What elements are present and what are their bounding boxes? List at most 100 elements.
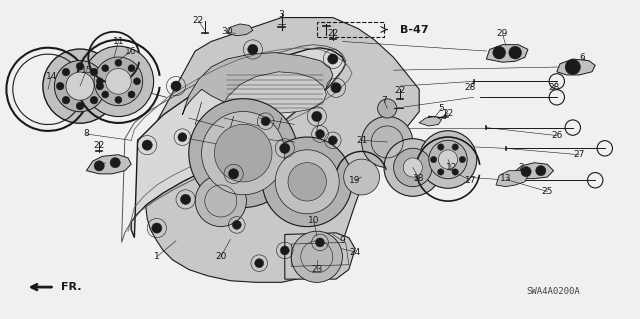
Text: 22: 22	[93, 141, 105, 150]
Ellipse shape	[232, 220, 241, 229]
Ellipse shape	[328, 54, 338, 64]
Ellipse shape	[62, 96, 70, 104]
Text: 18: 18	[413, 174, 425, 183]
Ellipse shape	[438, 150, 458, 169]
Ellipse shape	[384, 139, 442, 196]
Text: 28: 28	[465, 83, 476, 92]
Ellipse shape	[248, 44, 258, 55]
Ellipse shape	[94, 161, 104, 171]
Ellipse shape	[493, 46, 506, 59]
Polygon shape	[419, 116, 442, 126]
Text: 6: 6	[580, 53, 585, 62]
Ellipse shape	[142, 140, 152, 150]
Polygon shape	[512, 163, 554, 179]
Text: 8: 8	[84, 130, 89, 138]
Ellipse shape	[378, 99, 397, 118]
Ellipse shape	[178, 133, 187, 142]
Ellipse shape	[438, 169, 444, 175]
Text: 5: 5	[439, 104, 444, 113]
Polygon shape	[486, 45, 528, 62]
Ellipse shape	[96, 82, 104, 90]
Text: 22: 22	[193, 16, 204, 25]
Text: 23: 23	[311, 265, 323, 274]
Ellipse shape	[202, 112, 285, 195]
Text: 30: 30	[221, 27, 233, 36]
Ellipse shape	[102, 65, 109, 72]
Ellipse shape	[195, 175, 246, 226]
Ellipse shape	[452, 144, 458, 150]
Polygon shape	[131, 48, 346, 238]
Ellipse shape	[106, 69, 131, 94]
Text: 29: 29	[497, 29, 508, 38]
Ellipse shape	[312, 111, 322, 122]
Text: 15: 15	[81, 66, 92, 75]
Text: 7: 7	[381, 96, 387, 105]
Ellipse shape	[316, 130, 324, 138]
Text: 26: 26	[551, 131, 563, 140]
Ellipse shape	[291, 231, 342, 282]
Ellipse shape	[66, 72, 94, 100]
Ellipse shape	[275, 150, 339, 214]
Ellipse shape	[180, 194, 191, 204]
Ellipse shape	[115, 59, 122, 66]
Text: 22: 22	[327, 29, 339, 38]
Text: 14: 14	[45, 72, 57, 81]
Text: 28: 28	[548, 83, 559, 92]
Ellipse shape	[110, 158, 120, 168]
Text: 19: 19	[349, 176, 361, 185]
Ellipse shape	[90, 96, 98, 104]
Ellipse shape	[152, 223, 162, 233]
Ellipse shape	[56, 82, 64, 90]
Ellipse shape	[76, 102, 84, 110]
Ellipse shape	[62, 68, 70, 76]
Ellipse shape	[228, 169, 239, 179]
Ellipse shape	[96, 78, 104, 85]
Ellipse shape	[280, 246, 289, 255]
Ellipse shape	[261, 117, 270, 126]
Ellipse shape	[171, 81, 181, 91]
Ellipse shape	[344, 159, 380, 195]
Ellipse shape	[90, 68, 98, 76]
Text: 22: 22	[394, 86, 406, 95]
Ellipse shape	[214, 124, 272, 182]
Ellipse shape	[189, 99, 298, 208]
Ellipse shape	[83, 46, 154, 116]
Polygon shape	[285, 233, 355, 279]
Text: 17: 17	[465, 176, 476, 185]
Polygon shape	[182, 53, 333, 115]
Ellipse shape	[76, 63, 84, 70]
Text: 12: 12	[445, 163, 457, 172]
Ellipse shape	[280, 143, 290, 153]
Ellipse shape	[431, 156, 437, 163]
Ellipse shape	[362, 116, 413, 167]
Ellipse shape	[54, 61, 106, 112]
Ellipse shape	[331, 83, 341, 93]
Text: 27: 27	[573, 150, 585, 159]
Ellipse shape	[536, 166, 546, 176]
Polygon shape	[138, 18, 419, 282]
Text: 11: 11	[113, 37, 124, 46]
Text: 22: 22	[442, 109, 454, 118]
Text: 2: 2	[519, 163, 524, 172]
Text: 16: 16	[125, 47, 137, 56]
Text: 13: 13	[500, 174, 511, 183]
Polygon shape	[227, 24, 253, 36]
Ellipse shape	[328, 136, 337, 145]
Ellipse shape	[262, 137, 352, 226]
Ellipse shape	[102, 91, 109, 98]
Ellipse shape	[128, 65, 135, 72]
Polygon shape	[86, 155, 131, 174]
Ellipse shape	[43, 49, 117, 123]
Text: 10: 10	[308, 216, 319, 225]
Ellipse shape	[509, 46, 522, 59]
Polygon shape	[496, 171, 528, 187]
Ellipse shape	[115, 96, 122, 103]
Ellipse shape	[394, 148, 432, 187]
Text: FR.: FR.	[61, 282, 81, 292]
Ellipse shape	[128, 91, 135, 98]
Text: 4: 4	[97, 163, 102, 172]
Ellipse shape	[255, 259, 264, 268]
Ellipse shape	[403, 158, 422, 177]
Text: 1: 1	[154, 252, 159, 261]
Ellipse shape	[94, 57, 143, 106]
